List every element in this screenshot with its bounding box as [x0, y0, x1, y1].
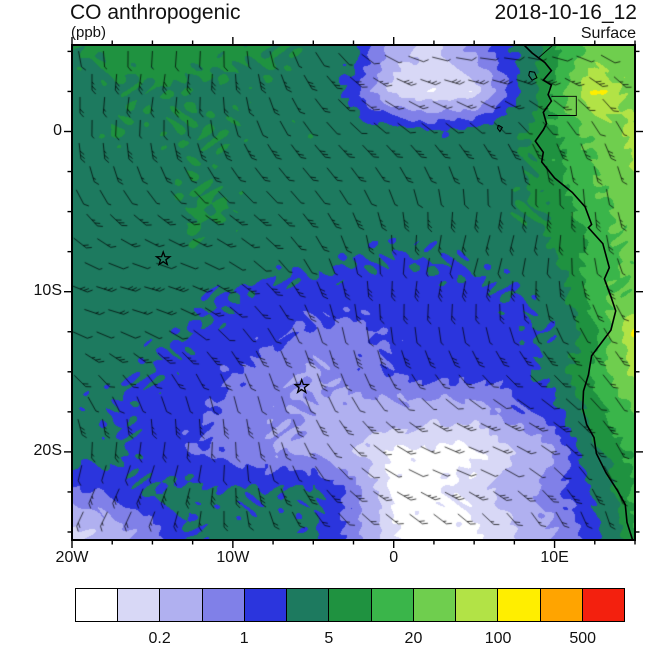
colorbar-cell — [160, 589, 203, 621]
colorbar-tick-label: 1 — [239, 630, 249, 647]
x-axis-label: 10E — [540, 549, 569, 566]
colorbar-cell — [202, 589, 245, 621]
colorbar-cell — [582, 589, 625, 621]
x-axis-label: 20W — [55, 549, 89, 566]
colorbar-cell — [371, 589, 414, 621]
colorbar-cell — [413, 589, 457, 621]
colorbar-cell — [498, 589, 541, 621]
run-datetime: 2018-10-16_12 — [494, 1, 637, 24]
page-title: CO anthropogenic — [70, 1, 241, 24]
colorbar-cell — [540, 589, 583, 621]
y-axis-label: 10S — [33, 281, 62, 299]
x-axis-label: 0 — [389, 549, 399, 566]
level-label: Surface — [580, 25, 636, 42]
units-label: (ppb) — [71, 24, 107, 41]
colorbar-tick-label: 100 — [484, 630, 512, 647]
colorbar-tick-label: 5 — [324, 630, 334, 647]
colorbar-cell — [244, 589, 288, 621]
co-concentration-field-canvas — [72, 45, 635, 540]
colorbar-tick-label: 0.2 — [148, 630, 171, 647]
colorbar-cell — [456, 589, 499, 621]
colorbar-tick-label: 20 — [404, 630, 423, 647]
y-axis-label: 0 — [53, 121, 62, 139]
colorbar-cell — [329, 589, 372, 621]
y-axis-label: 20S — [33, 441, 62, 459]
colorbar-tick-label: 500 — [569, 630, 597, 647]
colorbar-cell — [76, 589, 119, 621]
colorbar-cell — [287, 589, 330, 621]
colorbar — [75, 588, 625, 622]
x-axis-label: 10W — [216, 549, 250, 566]
colorbar-cell — [118, 589, 161, 621]
